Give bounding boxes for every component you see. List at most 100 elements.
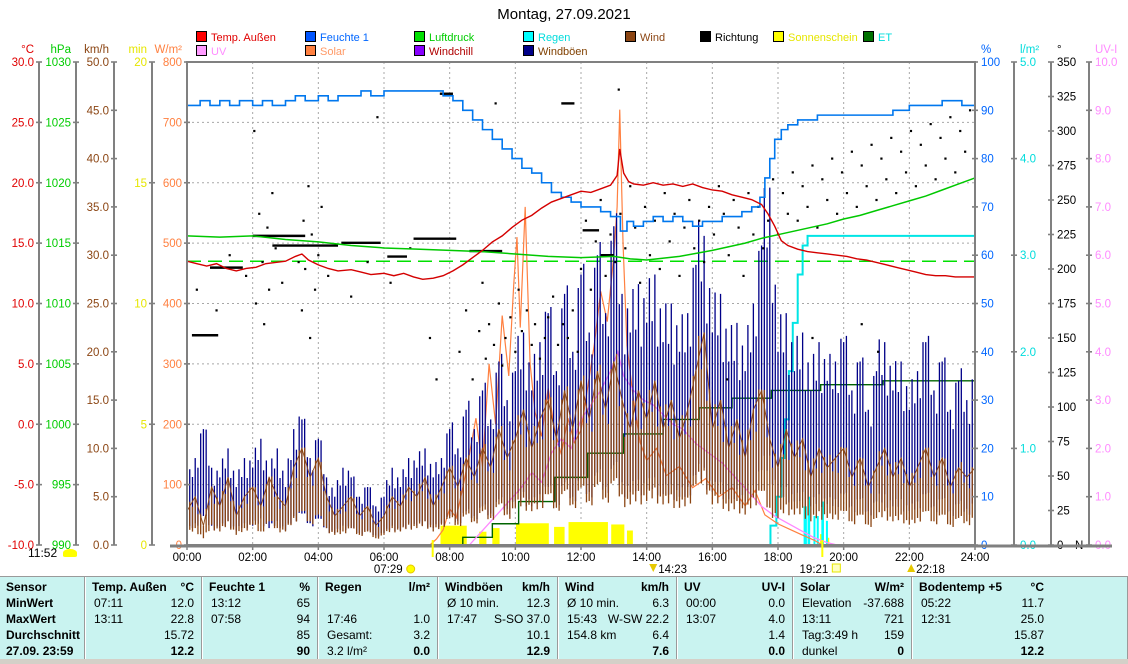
svg-text:35.0: 35.0 [87, 202, 109, 214]
table-cell-value: 65 [232, 596, 310, 611]
svg-text:1005: 1005 [45, 359, 71, 371]
svg-text:995: 995 [52, 480, 71, 492]
table-cell-value: 159 [826, 628, 904, 643]
table-col-unit: °C [994, 580, 1044, 595]
table-cell-value: 12.9 [472, 644, 550, 659]
table-col-unit: l/m² [380, 580, 430, 595]
table-column-sensor [0, 577, 86, 659]
svg-text:40: 40 [981, 347, 994, 359]
svg-text:1020: 1020 [45, 178, 71, 190]
table-cell-value: 3.2 [352, 628, 430, 643]
table-cell-value: 721 [826, 612, 904, 627]
svg-text:5.0: 5.0 [18, 359, 34, 371]
svg-text:10.0: 10.0 [1095, 57, 1117, 69]
svg-text:%: % [981, 44, 991, 56]
svg-text:04:00: 04:00 [304, 552, 333, 564]
svg-text:100: 100 [981, 57, 1000, 69]
svg-text:600: 600 [163, 178, 182, 190]
svg-text:15.0: 15.0 [12, 238, 34, 250]
axis-direction: 3503253002752502252001751501251007550250… [1048, 44, 1083, 552]
table-cell-value: 12.0 [116, 596, 194, 611]
svg-text:W/m²: W/m² [155, 44, 183, 56]
svg-text:30: 30 [981, 395, 994, 407]
svg-text:3.0: 3.0 [1095, 395, 1111, 407]
svg-text:200: 200 [1057, 264, 1076, 276]
table-col-unit: °C [144, 580, 194, 595]
svg-text:150: 150 [1057, 333, 1076, 345]
table-cell-value: 7.6 [591, 644, 669, 659]
svg-text:08:00: 08:00 [435, 552, 464, 564]
axis-uv: 10.09.08.07.06.05.04.03.02.01.00.0UV-I [1086, 44, 1117, 552]
table-cell-value: 12.2 [116, 644, 194, 659]
svg-text:300: 300 [1057, 126, 1076, 138]
table-cell-value: 0.0 [707, 644, 785, 659]
svg-text:km/h: km/h [84, 44, 109, 56]
table-cell-value: 12.2 [966, 644, 1044, 659]
sensor-stats-table: SensorMinWertMaxWertDurchschnitt27.09. 2… [0, 576, 1128, 660]
svg-text:1025: 1025 [45, 117, 71, 129]
svg-text:4.0: 4.0 [1020, 154, 1036, 166]
svg-text:1010: 1010 [45, 299, 71, 311]
svg-text:min: min [128, 44, 147, 56]
table-cell-value: 4.0 [707, 612, 785, 627]
svg-text:2.0: 2.0 [1020, 347, 1036, 359]
sun-moon-markers: 07:2914:2319:2122:18 [374, 564, 945, 576]
svg-text:75: 75 [1057, 437, 1070, 449]
table-cell-value: 6.3 [591, 596, 669, 611]
table-cell-value: 15.87 [966, 628, 1044, 643]
svg-text:45.0: 45.0 [87, 105, 109, 117]
svg-text:°C: °C [21, 44, 34, 56]
table-cell-value: 11.7 [966, 596, 1044, 611]
svg-text:700: 700 [163, 117, 182, 129]
svg-text:10.0: 10.0 [87, 443, 109, 455]
axis-sunshine: 20151050min [128, 44, 155, 552]
svg-text:06:00: 06:00 [370, 552, 399, 564]
svg-text:1000: 1000 [45, 419, 71, 431]
weather-app-window: Montag, 27.09.2021 Temp. AußenFeuchte 1L… [0, 0, 1128, 664]
svg-text:20: 20 [981, 443, 994, 455]
svg-text:0: 0 [141, 540, 147, 552]
svg-text:18:00: 18:00 [764, 552, 793, 564]
svg-text:6.0: 6.0 [1095, 250, 1111, 262]
svg-text:5: 5 [141, 419, 147, 431]
svg-text:50: 50 [1057, 471, 1070, 483]
axis-solar: 8007006005004003002001000W/m² [155, 44, 190, 552]
table-col-unit: UV-I [735, 580, 785, 595]
svg-text:07:29: 07:29 [374, 564, 403, 576]
svg-text:1030: 1030 [45, 57, 71, 69]
svg-text:1.0: 1.0 [1020, 443, 1036, 455]
svg-text:0.0: 0.0 [93, 540, 109, 552]
table-cell-value: 10.1 [472, 628, 550, 643]
svg-text:8.0: 8.0 [1095, 154, 1111, 166]
svg-text:1.0: 1.0 [1095, 492, 1111, 504]
svg-text:50.0: 50.0 [87, 57, 109, 69]
svg-text:9.0: 9.0 [1095, 105, 1111, 117]
table-cell-value: 1.0 [352, 612, 430, 627]
svg-text:5.0: 5.0 [1020, 57, 1036, 69]
svg-text:22:00: 22:00 [895, 552, 924, 564]
svg-text:7.0: 7.0 [1095, 202, 1111, 214]
svg-text:25.0: 25.0 [12, 117, 34, 129]
axis-temp: 30.025.020.015.010.05.00.0-5.0-10.0°C [8, 44, 42, 552]
svg-text:10:00: 10:00 [501, 552, 530, 564]
svg-text:175: 175 [1057, 299, 1076, 311]
svg-text:30.0: 30.0 [87, 250, 109, 262]
table-col-unit: km/h [500, 580, 550, 595]
table-cell-value: 0 [826, 644, 904, 659]
svg-text:60: 60 [981, 250, 994, 262]
svg-text:10: 10 [981, 492, 994, 504]
table-cell-value: 1.4 [707, 628, 785, 643]
axis-rain: 5.04.03.02.01.00.0l/m² [1011, 44, 1039, 552]
table-cell-value: 0.0 [707, 596, 785, 611]
svg-text:15.0: 15.0 [87, 395, 109, 407]
axis-humidity: 1009080706050403020100% [972, 44, 1000, 552]
svg-text:5.0: 5.0 [1095, 299, 1111, 311]
svg-text:400: 400 [163, 299, 182, 311]
table-col-unit: W/m² [854, 580, 904, 595]
sunset-sun-icon [832, 564, 840, 572]
svg-text:hPa: hPa [51, 44, 72, 56]
table-cell-value: 15.72 [116, 628, 194, 643]
table-cell-value: 0.0 [352, 644, 430, 659]
moonset-arrow-down-icon [649, 564, 657, 572]
svg-text:30.0: 30.0 [12, 57, 34, 69]
